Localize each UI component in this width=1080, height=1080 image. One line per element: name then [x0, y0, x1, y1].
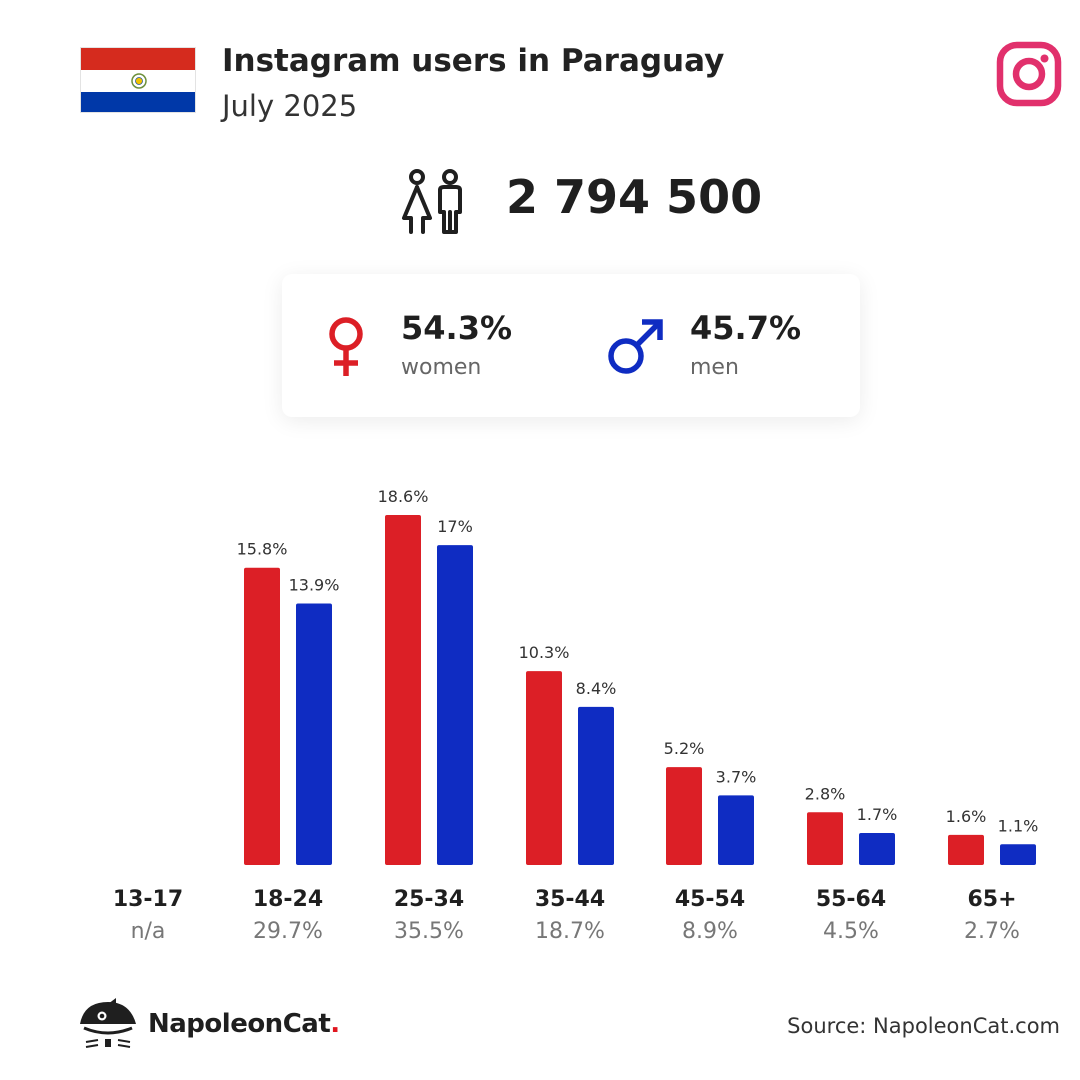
bar — [578, 706, 614, 865]
napoleoncat-logo-icon — [78, 998, 138, 1050]
age-group-label: 25-34 — [394, 887, 464, 912]
napoleoncat-brand-name: NapoleonCat. — [148, 1009, 340, 1039]
source-credit: Source: NapoleonCat.com — [787, 1014, 1060, 1038]
gender-split-card — [282, 274, 860, 417]
bar — [948, 834, 984, 865]
bar-value-label: 8.4% — [576, 679, 617, 698]
age-group-total: 4.5% — [823, 919, 879, 944]
bar — [296, 603, 332, 865]
male-symbol-icon — [606, 316, 666, 376]
bar-value-label: 15.8% — [237, 540, 288, 559]
bar-value-label: 13.9% — [289, 575, 340, 594]
age-group-total: 2.7% — [964, 919, 1020, 944]
brand-dot: . — [330, 1009, 340, 1039]
age-group-label: 35-44 — [535, 887, 605, 912]
bar-value-label: 1.1% — [998, 816, 1039, 835]
bar — [666, 767, 702, 865]
bar-value-label: 18.6% — [378, 487, 429, 506]
bar — [244, 567, 280, 865]
bar — [1000, 844, 1036, 865]
age-group-total: n/a — [131, 919, 166, 944]
bar — [807, 812, 843, 865]
bar-value-label: 5.2% — [664, 739, 705, 758]
total-users-value: 2 794 500 — [506, 170, 763, 224]
age-group-label: 55-64 — [816, 887, 886, 912]
bar — [526, 671, 562, 865]
women-label: women — [401, 355, 482, 380]
bar-value-label: 17% — [437, 517, 473, 536]
page-title: Instagram users in Paraguay — [222, 43, 725, 79]
women-percentage: 54.3% — [401, 309, 513, 347]
bar-value-label: 1.7% — [857, 805, 898, 824]
page-subtitle: July 2025 — [222, 89, 358, 123]
bar-value-label: 1.6% — [946, 807, 987, 826]
bar — [718, 795, 754, 865]
bar — [385, 515, 421, 865]
brand-name-text: NapoleonCat — [148, 1009, 331, 1039]
age-group-total: 29.7% — [253, 919, 323, 944]
female-symbol-icon — [326, 316, 366, 378]
bar — [437, 545, 473, 865]
age-group-label: 18-24 — [253, 887, 323, 912]
age-group-total: 35.5% — [394, 919, 464, 944]
bar — [859, 833, 895, 865]
age-group-label: 45-54 — [675, 887, 745, 912]
men-label: men — [690, 355, 739, 380]
bar-value-label: 2.8% — [805, 784, 846, 803]
age-group-label: 13-17 — [113, 887, 183, 912]
bar-value-label: 3.7% — [716, 767, 757, 786]
age-group-label: 65+ — [967, 887, 1016, 912]
men-percentage: 45.7% — [690, 309, 802, 347]
age-gender-bar-chart: 13-17 n/a 15.8%13.9% 18-24 29.7% 18.6% 17% 25-3… — [113, 487, 1039, 944]
paraguay-flag-icon — [80, 47, 196, 113]
age-group-total: 18.7% — [535, 919, 605, 944]
instagram-icon — [996, 41, 1062, 107]
age-group-total: 8.9% — [682, 919, 738, 944]
people-icon — [400, 168, 470, 238]
bar-value-label: 10.3% — [519, 643, 570, 662]
